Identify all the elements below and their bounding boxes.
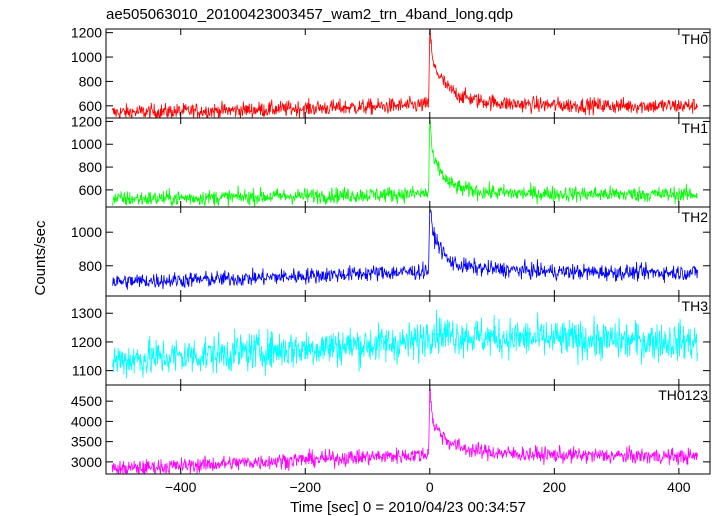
series-th2 [112, 209, 698, 290]
panel-th1: 600 800 1000 1200 TH1 [71, 113, 711, 208]
x-tick-label: −200 [289, 479, 321, 495]
y-tick-label: 1200 [71, 334, 102, 350]
y-tick-label: 800 [79, 159, 103, 175]
y-tick-label: 600 [79, 182, 103, 198]
y-tick-label: 1300 [71, 305, 102, 321]
series-th0123 [111, 388, 698, 474]
panel-label: TH2 [682, 209, 709, 225]
y-tick-label: 4500 [71, 393, 102, 409]
panel-frame [105, 206, 711, 297]
series-th0 [111, 29, 698, 118]
y-tick-label: 1200 [71, 113, 102, 129]
y-tick-label: 1000 [71, 224, 102, 240]
panel-th0123: 3000 3500 4000 4500 TH0123 [71, 384, 711, 475]
y-tick-label: 1200 [71, 25, 102, 41]
y-tick-label: 1000 [71, 136, 102, 152]
x-tick-label: −400 [165, 479, 197, 495]
panel-label: TH1 [682, 120, 709, 136]
panel-label: TH3 [682, 298, 709, 314]
x-tick-label: 400 [667, 479, 691, 495]
y-tick-label: 600 [79, 98, 103, 114]
y-tick-label: 1000 [71, 49, 102, 65]
series-th1 [111, 120, 698, 207]
panel-stack: 600 800 1000 1200 TH0 600 800 1000 1200 TH1 800 100… [71, 25, 711, 495]
y-tick-label: 3000 [71, 454, 102, 470]
x-axis-label: Time [sec] 0 = 2010/04/23 00:34:57 [290, 499, 526, 516]
panel-th3: 1100 1200 1300 TH3 [71, 295, 711, 386]
y-tick-label: 3500 [71, 434, 102, 450]
y-tick-label: 800 [79, 258, 103, 274]
series-th3 [111, 309, 698, 379]
y-axis-label: Counts/sec [32, 220, 49, 296]
x-tick-label: 200 [543, 479, 567, 495]
y-tick-label: 800 [79, 73, 103, 89]
y-tick-label: 4000 [71, 413, 102, 429]
panel-th2: 800 1000 TH2 [71, 206, 711, 297]
y-tick-label: 1100 [72, 363, 102, 379]
chart-title: ae505063010_20100423003457_wam2_trn_4ban… [106, 6, 513, 23]
x-tick-label: 0 [426, 479, 434, 495]
panel-frame [105, 295, 711, 386]
panel-label: TH0123 [658, 387, 708, 403]
panel-label: TH0 [682, 31, 709, 47]
panel-frame [105, 384, 711, 475]
panel-th0: 600 800 1000 1200 TH0 [71, 25, 711, 119]
